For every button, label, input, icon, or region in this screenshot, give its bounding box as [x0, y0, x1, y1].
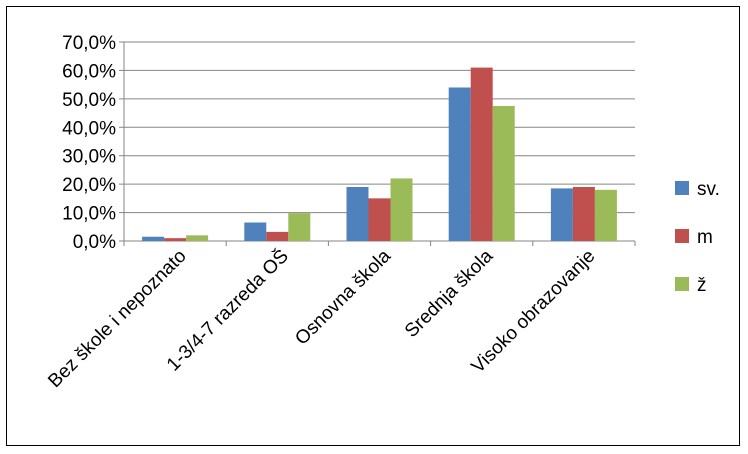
bar-sv.	[244, 222, 267, 241]
y-tick-label: 10,0%	[62, 204, 116, 225]
bar-ž	[390, 178, 413, 241]
bar-ž	[492, 105, 515, 241]
legend-label: sv.	[697, 179, 720, 200]
bar-ž	[594, 189, 617, 241]
x-tick-label: Srednja škola	[401, 245, 498, 342]
bar-sv.	[448, 87, 471, 241]
legend-label: m	[697, 227, 713, 248]
bar-m	[266, 231, 289, 241]
y-tick-label: 50,0%	[62, 90, 116, 111]
legend-swatch	[675, 229, 689, 243]
legend-swatch	[675, 181, 689, 195]
bar-sv.	[550, 188, 573, 241]
bar-ž	[186, 235, 209, 241]
bar-m	[368, 198, 391, 241]
bar-m	[572, 186, 595, 241]
y-tick-label: 40,0%	[62, 118, 116, 139]
legend-label: ž	[697, 275, 707, 296]
y-tick-label: 20,0%	[62, 175, 116, 196]
y-tick-label: 30,0%	[62, 147, 116, 168]
bars	[142, 67, 617, 241]
legend: sv. m ž	[675, 179, 720, 296]
bar-sv.	[142, 236, 165, 241]
y-tick-label: 0,0%	[73, 232, 116, 253]
y-axis-ticks: 0,0% 10,0% 20,0% 30,0% 40,0% 50,0% 60,0% 70,0%	[62, 33, 116, 253]
bar-sv.	[346, 186, 369, 241]
bar-ž	[288, 213, 311, 241]
x-tick-label: Osnovna škola	[291, 245, 395, 349]
y-tick-label: 70,0%	[62, 33, 116, 54]
bar-m	[164, 238, 187, 241]
x-tick-label: Bez škole i nepoznato	[44, 246, 190, 392]
legend-swatch	[675, 277, 689, 291]
y-tick-label: 60,0%	[62, 61, 116, 82]
bar-m	[470, 67, 493, 241]
